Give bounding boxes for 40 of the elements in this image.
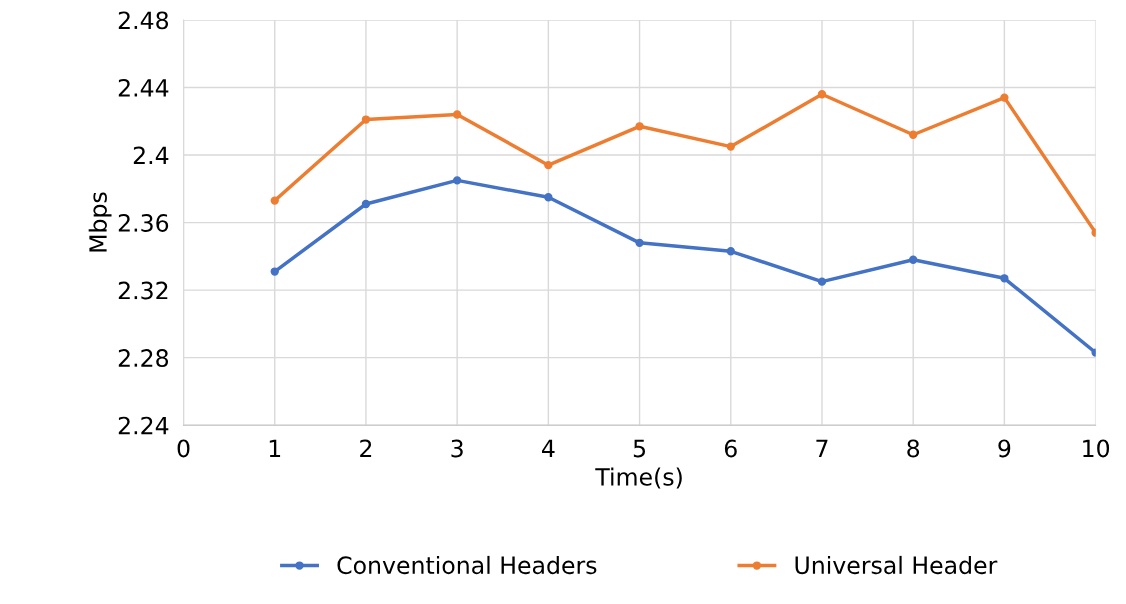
point	[452, 110, 462, 119]
x-tick-label: 7	[816, 439, 828, 458]
x-tick-label: 2	[360, 439, 372, 458]
point	[817, 277, 827, 286]
point	[452, 176, 462, 185]
legend-label: Conventional Headers	[337, 555, 597, 575]
y-tick-label: 2.36	[118, 214, 169, 232]
point	[817, 90, 827, 99]
point	[726, 247, 735, 256]
y-tick-label: 2.24	[118, 416, 169, 435]
point	[1000, 93, 1009, 102]
point	[270, 267, 279, 276]
x-tick-label: 10	[1083, 439, 1110, 458]
point	[544, 193, 553, 202]
y-axis-title: Mbps	[88, 192, 112, 252]
x-tick-label: 5	[633, 439, 646, 458]
y-tick-label: 2.32	[118, 281, 168, 300]
y-tick-label: 2.28	[118, 349, 169, 367]
point	[1000, 274, 1009, 283]
point	[726, 142, 735, 151]
x-tick-label: 4	[542, 439, 555, 458]
x-tick-label: 6	[724, 439, 737, 458]
y-tick-label: 2.48	[118, 11, 169, 30]
y-tick-label: 2.4	[133, 146, 169, 164]
x-tick-label: 0	[177, 439, 190, 458]
x-axis-title: Time(s)	[595, 467, 682, 489]
point	[361, 199, 371, 209]
point	[270, 196, 279, 205]
x-tick-label: 9	[998, 439, 1011, 458]
y-tick-label: 2.44	[118, 78, 169, 97]
legend-label: Universal Header	[795, 555, 998, 575]
point	[635, 122, 644, 131]
x-tick-label: 1	[269, 439, 281, 458]
point	[909, 130, 918, 139]
point	[544, 160, 553, 170]
point	[361, 115, 371, 124]
point	[635, 238, 644, 248]
x-tick-label: 8	[907, 439, 920, 458]
point	[909, 255, 918, 264]
x-tick-label: 3	[451, 439, 463, 458]
